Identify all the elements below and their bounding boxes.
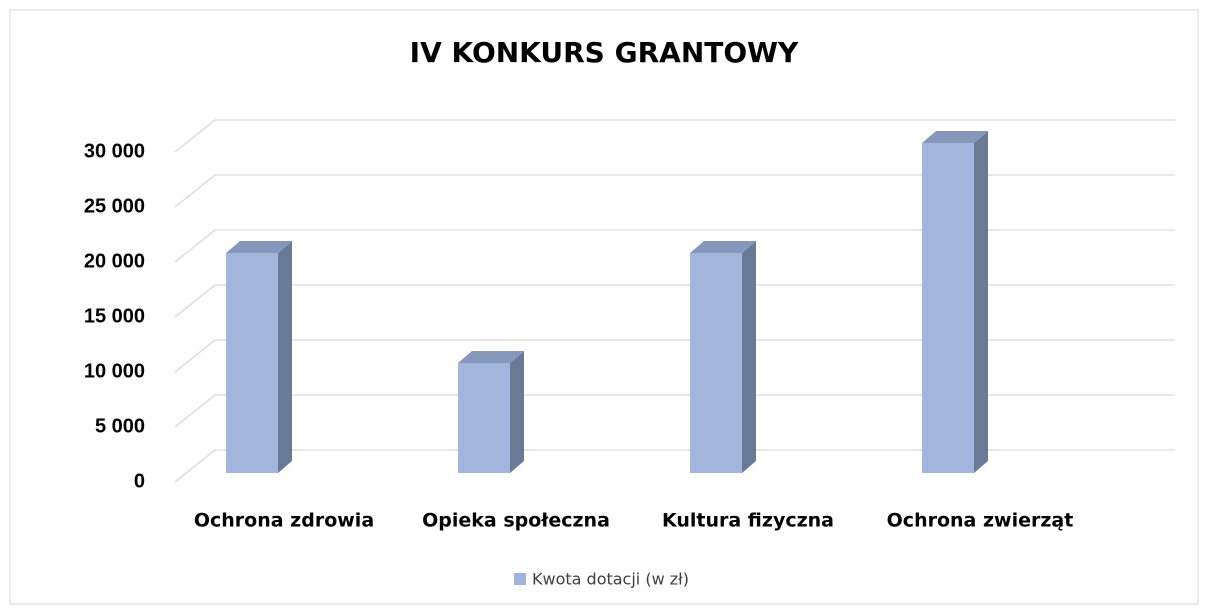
- chart-border: [9, 9, 1199, 605]
- bar-top: [226, 241, 292, 253]
- bar-front: [458, 363, 510, 473]
- bar: [458, 351, 524, 473]
- bar: [690, 241, 756, 473]
- y-tick-label: 10 000: [84, 360, 145, 382]
- y-tick-label: 15 000: [84, 305, 145, 327]
- bar-side: [974, 131, 988, 473]
- grid-line: [174, 229, 1175, 263]
- bar-front: [226, 253, 278, 473]
- bar-front: [690, 253, 742, 473]
- grid-line: [174, 339, 1175, 373]
- bar-front: [922, 143, 974, 473]
- x-tick-label: Opieka społeczna: [422, 510, 610, 532]
- y-tick-label: 0: [134, 470, 145, 492]
- legend-swatch: [514, 573, 526, 585]
- y-tick-label: 25 000: [84, 195, 145, 217]
- bar-top: [458, 351, 524, 363]
- grid-line: [174, 119, 1175, 153]
- bar: [226, 241, 292, 473]
- bar-side: [510, 351, 524, 473]
- bar: [922, 131, 988, 473]
- y-tick-label: 5 000: [95, 415, 145, 437]
- x-tick-label: Ochrona zwierząt: [887, 510, 1074, 532]
- y-tick-label: 30 000: [84, 140, 145, 162]
- y-tick-label: 20 000: [84, 250, 145, 272]
- grid-line: [174, 449, 1175, 483]
- grid-line: [174, 284, 1175, 318]
- x-tick-label: Ochrona zdrowia: [194, 510, 374, 532]
- chart-title: IV KONKURS GRANTOWY: [410, 36, 799, 69]
- legend-label: Kwota dotacji (w zł): [532, 570, 689, 589]
- grid-line: [174, 394, 1175, 428]
- x-tick-label: Kultura fizyczna: [662, 510, 834, 532]
- bar-side: [742, 241, 756, 473]
- bar-side: [278, 241, 292, 473]
- grid-line: [174, 174, 1175, 208]
- bar-top: [922, 131, 988, 143]
- bar-top: [690, 241, 756, 253]
